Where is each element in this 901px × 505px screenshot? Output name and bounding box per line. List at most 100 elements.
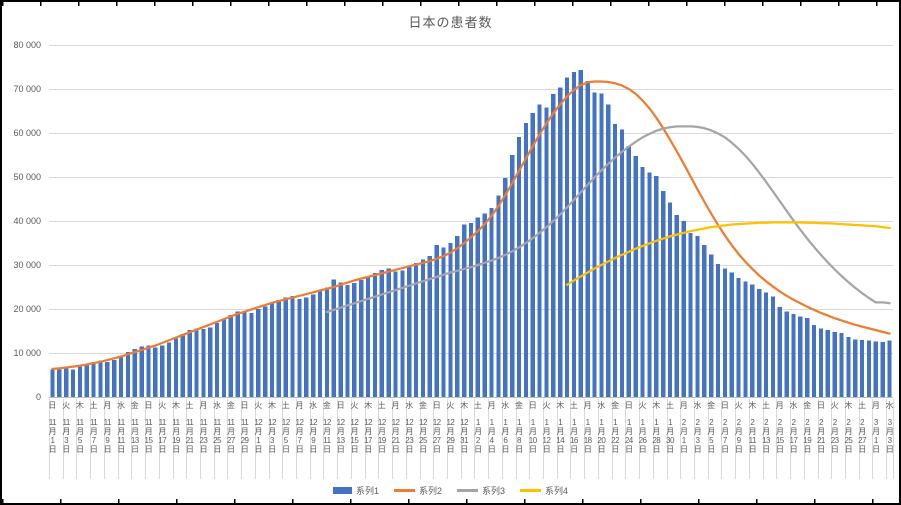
x-tick-char: 日 bbox=[336, 401, 345, 410]
x-tick-char: 日 bbox=[62, 445, 70, 454]
x-tick-char: 月 bbox=[76, 427, 84, 436]
x-tick-char: 金 bbox=[418, 401, 427, 410]
x-tick-char: 月 bbox=[830, 427, 839, 436]
x-tick-char: 日 bbox=[89, 445, 98, 454]
x-tick-char: 日 bbox=[227, 445, 235, 454]
x-tick-char: 日 bbox=[624, 401, 633, 410]
x-tick-char: 日 bbox=[185, 445, 194, 454]
x-axis-separator bbox=[721, 399, 723, 479]
bar-series1 bbox=[146, 345, 151, 397]
x-tick-char: 2 bbox=[750, 418, 755, 427]
x-tick-label: 土 12 月 5 日 bbox=[279, 401, 293, 454]
x-tick-char: 17 bbox=[364, 436, 373, 445]
x-axis-separator bbox=[131, 399, 133, 479]
x-tick-label: 水 2 月 17 日 bbox=[787, 401, 801, 454]
x-tick-char: 月 bbox=[597, 427, 606, 436]
x-tick-char: 日 bbox=[611, 445, 619, 454]
bar-series1 bbox=[743, 281, 748, 397]
x-tick-char: 火 bbox=[254, 401, 263, 410]
bar-series1 bbox=[379, 269, 384, 397]
bar-series1 bbox=[448, 243, 453, 397]
x-tick-char: 日 bbox=[776, 445, 784, 454]
x-tick-char: 日 bbox=[144, 401, 153, 410]
bar-series1 bbox=[763, 292, 769, 397]
x-axis-separator bbox=[694, 399, 695, 479]
x-axis-separator bbox=[158, 399, 160, 479]
bar-series1 bbox=[475, 217, 480, 397]
bar-series1 bbox=[263, 306, 268, 397]
x-tick-char: 日 bbox=[76, 445, 84, 454]
x-tick-char: 日 bbox=[446, 445, 455, 454]
x-axis-separator bbox=[364, 399, 366, 479]
x-tick-char: 22 bbox=[611, 436, 620, 445]
x-tick-char: 12 bbox=[336, 418, 345, 427]
x-tick-char: 月 bbox=[199, 401, 208, 410]
x-tick-char: 2 bbox=[709, 418, 714, 427]
x-tick-char: 日 bbox=[199, 445, 208, 454]
x-tick-char: 28 bbox=[652, 436, 661, 445]
x-tick-label: 土 11 月 21 日 bbox=[183, 401, 197, 454]
x-tick-label: 月 2 月 15 日 bbox=[773, 401, 787, 454]
bar-series1 bbox=[372, 272, 378, 397]
x-tick-char: 20 bbox=[597, 436, 606, 445]
x-tick-char: 4 bbox=[489, 436, 494, 445]
x-tick-char: 月 bbox=[117, 427, 125, 436]
x-tick-char: 月 bbox=[405, 427, 413, 436]
bar-series1 bbox=[112, 360, 117, 397]
bar-series1 bbox=[160, 345, 165, 397]
x-tick-char: 金 bbox=[803, 401, 812, 410]
x-tick-char: 27 bbox=[432, 436, 441, 445]
x-tick-char: 土 bbox=[89, 401, 98, 410]
x-tick-char: 17 bbox=[789, 436, 798, 445]
x-tick-char: 5 bbox=[283, 436, 288, 445]
x-tick-char: 30 bbox=[666, 436, 674, 445]
x-tick-label: 水 12 月 9 日 bbox=[306, 401, 320, 454]
x-tick-char: 月 bbox=[872, 427, 880, 436]
x-tick-char: 12 bbox=[309, 418, 318, 427]
x-tick-char: 火 bbox=[446, 401, 455, 410]
bar-series1 bbox=[105, 361, 110, 397]
x-tick-char: 月 bbox=[748, 427, 757, 436]
x-tick-char: 1 bbox=[599, 418, 604, 427]
x-tick-label: 土 1 月 30 日 bbox=[663, 401, 677, 454]
x-tick-char: 月 bbox=[707, 427, 715, 436]
bar-series1 bbox=[331, 279, 336, 397]
x-tick-char: 25 bbox=[419, 436, 427, 445]
x-tick-char: 29 bbox=[446, 436, 455, 445]
legend-item-系列1: 系列1 bbox=[332, 484, 379, 497]
x-tick-char: 金 bbox=[611, 401, 620, 410]
x-tick-char: 2 bbox=[475, 436, 480, 445]
x-tick-char: 月 bbox=[240, 427, 249, 436]
bar-series1 bbox=[269, 303, 275, 397]
x-tick-char: 2 bbox=[791, 418, 796, 427]
x-tick-char: 月 bbox=[336, 427, 345, 436]
x-tick-char: 日 bbox=[844, 445, 853, 454]
bar-series1 bbox=[153, 347, 158, 397]
x-tick-char: 1 bbox=[654, 418, 659, 427]
x-tick-char: 水 bbox=[405, 401, 414, 410]
x-tick-char: 木 bbox=[556, 401, 565, 410]
x-tick-label: 木 11 月 5 日 bbox=[73, 401, 87, 454]
x-tick-char: 2 bbox=[818, 418, 823, 427]
bar-series1 bbox=[64, 368, 69, 397]
bar-series1 bbox=[510, 155, 515, 397]
x-axis-separator bbox=[282, 399, 284, 479]
x-tick-char: 21 bbox=[185, 436, 194, 445]
bar-series1 bbox=[256, 309, 261, 397]
bar-series1 bbox=[311, 294, 316, 397]
x-tick-char: 12 bbox=[432, 418, 441, 427]
bar-series1 bbox=[338, 282, 343, 397]
y-tick-label: 0 bbox=[35, 392, 41, 402]
x-tick-char: 日 bbox=[734, 445, 743, 454]
x-tick-char: 日 bbox=[625, 445, 633, 454]
x-axis-separator bbox=[199, 399, 201, 479]
x-tick-char: 月 bbox=[501, 427, 510, 436]
bar-series1 bbox=[715, 264, 721, 397]
x-axis-separator bbox=[611, 399, 613, 479]
legend-item-系列2: 系列2 bbox=[393, 484, 442, 497]
bar-series1 bbox=[681, 221, 686, 397]
x-tick-char: 17 bbox=[158, 436, 167, 445]
bar-series1 bbox=[194, 328, 199, 397]
bar-series1 bbox=[208, 327, 213, 397]
